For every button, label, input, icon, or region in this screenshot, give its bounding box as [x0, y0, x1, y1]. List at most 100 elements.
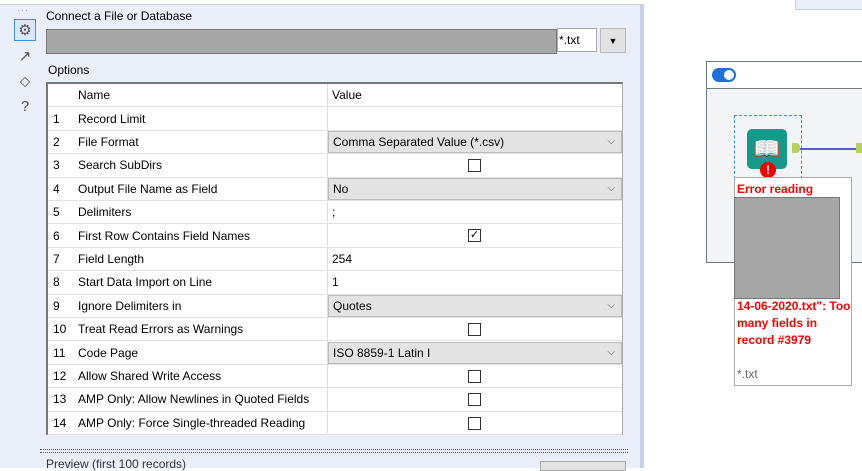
select-value: ISO 8859-1 Latin I	[333, 345, 431, 360]
option-name: Delimiters	[78, 201, 328, 224]
option-name: Treat Read Errors as Warnings	[78, 318, 328, 341]
value-select[interactable]: Comma Separated Value (*.csv) ⌵	[328, 130, 622, 153]
value-checkbox[interactable]	[468, 369, 481, 383]
option-name: AMP Only: Force Single-threaded Reading	[78, 411, 328, 434]
row-number: 4	[53, 181, 60, 196]
select-value: Comma Separated Value (*.csv)	[333, 134, 505, 149]
row-number: 9	[53, 298, 60, 313]
error-icon: !	[760, 162, 776, 178]
row-number: 5	[53, 205, 60, 220]
row-number: 7	[53, 251, 60, 266]
panel-splitter[interactable]	[40, 449, 628, 453]
option-name: Code Page	[78, 341, 328, 364]
option-name: Record Limit	[78, 107, 328, 130]
option-row: 2 File Format Comma Separated Value (*.csv…	[48, 130, 622, 155]
value-checkbox[interactable]	[468, 323, 481, 336]
help-icon[interactable]: ?	[20, 97, 30, 115]
value-select[interactable]: ISO 8859-1 Latin I ⌵	[328, 341, 622, 364]
select-value: No	[333, 181, 349, 196]
tag-icon[interactable]: ⬦	[19, 72, 31, 90]
row-number: 13	[53, 392, 67, 407]
tool-annotation: *.txt	[737, 367, 758, 381]
preview-label: Preview (first 100 records)	[46, 457, 187, 471]
option-row: 9 Ignore Delimiters in Quotes ⌵	[48, 294, 622, 318]
option-name: Field Length	[78, 247, 328, 271]
value-checkbox[interactable]: ✓	[468, 229, 481, 243]
connect-label: Connect a File or Database	[46, 9, 193, 23]
option-name: Allow Shared Write Access	[78, 364, 328, 388]
file-dropdown-button[interactable]: ▼	[600, 28, 626, 53]
chevron-down-icon: ⌵	[607, 347, 615, 359]
option-name: Output File Name as Field	[78, 177, 328, 200]
row-number: 14	[53, 415, 67, 430]
error-message: 14-06-2020.txt": Too many fields in reco…	[737, 299, 851, 347]
row-number: 8	[53, 275, 60, 290]
header-value: Value	[332, 88, 362, 103]
option-name: AMP Only: Allow Newlines in Quoted Field…	[78, 388, 328, 411]
error-line1: Error reading	[737, 182, 814, 196]
value-checkbox[interactable]	[468, 393, 481, 407]
value-cell	[328, 154, 622, 176]
row-number: 6	[53, 228, 60, 243]
option-row: 4 Output File Name as Field No ⌵	[48, 177, 622, 201]
chevron-down-icon: ⌵	[607, 183, 615, 195]
chevron-down-icon: ⌵	[607, 300, 615, 312]
row-number: 11	[53, 345, 66, 360]
option-row: 1 Record Limit	[48, 107, 622, 131]
preview-button[interactable]	[540, 461, 626, 471]
value-input[interactable]: 254	[332, 251, 353, 266]
option-name: Search SubDirs	[78, 154, 328, 177]
option-row: 13 AMP Only: Allow Newlines in Quoted Fie…	[48, 388, 622, 412]
row-number: 3	[53, 158, 60, 173]
value-select[interactable]: No ⌵	[328, 177, 622, 200]
gear-icon[interactable]: ⚙	[14, 19, 36, 41]
option-row: 10 Treat Read Errors as Warnings	[48, 318, 622, 342]
options-label: Options	[48, 63, 90, 77]
value-select[interactable]: Quotes ⌵	[328, 294, 622, 317]
option-row: 6 First Row Contains Field Names ✓	[48, 224, 622, 248]
row-number: 10	[53, 322, 67, 337]
option-row: 5 Delimiters;	[48, 201, 622, 225]
row-number: 12	[53, 368, 67, 383]
caret-down-icon: ▼	[608, 35, 618, 46]
file-path-input-redacted[interactable]	[46, 29, 557, 54]
value-cell	[328, 388, 622, 410]
value-cell	[328, 412, 622, 434]
connection-line	[800, 148, 862, 150]
value-input[interactable]: 1	[332, 275, 339, 290]
input-anchor[interactable]	[856, 143, 862, 153]
option-row: 12 Allow Shared Write Access	[48, 364, 622, 389]
value-input[interactable]	[328, 107, 622, 129]
row-number: 1	[53, 111, 60, 126]
header-name: Name	[78, 84, 328, 107]
output-arrow-icon[interactable]: ↗	[18, 48, 32, 65]
option-row: 8 Start Data Import on Line 1	[48, 271, 622, 295]
options-grid: Name Value 1 Record Limit 2 File Format Comm…	[46, 82, 623, 435]
chevron-down-icon: ⌵	[607, 136, 615, 148]
option-row: 3 Search SubDirs	[48, 154, 622, 178]
value-checkbox[interactable]	[468, 416, 481, 430]
value-cell	[328, 365, 622, 387]
redacted-path	[734, 197, 840, 299]
option-row: 14 AMP Only: Force Single-threaded Readin…	[48, 411, 622, 435]
value-checkbox[interactable]	[468, 159, 481, 173]
option-name: File Format	[78, 130, 328, 154]
drag-handle[interactable]: ···	[17, 5, 29, 15]
option-row: 7 Field Length 254	[48, 247, 622, 272]
container-toggle[interactable]	[712, 68, 736, 82]
canvas-top-box	[795, 0, 862, 10]
option-name: Ignore Delimiters in	[78, 294, 328, 317]
select-value: Quotes	[333, 298, 372, 313]
value-cell: ✓	[328, 224, 622, 246]
option-row: 11 Code Page ISO 8859-1 Latin I ⌵	[48, 341, 622, 365]
option-name: First Row Contains Field Names	[78, 224, 328, 247]
row-number: 2	[53, 134, 60, 149]
panel-top-edge	[0, 0, 644, 5]
option-name: Start Data Import on Line	[78, 271, 328, 294]
configuration-panel: ··· ⚙ ↗ ⬦ ? Connect a File or Database *…	[0, 0, 644, 471]
value-cell	[328, 318, 622, 340]
value-input[interactable]: ;	[332, 205, 336, 220]
file-extension-field[interactable]: *.txt	[557, 28, 597, 52]
grid-header: Name Value	[48, 84, 622, 108]
output-anchor[interactable]	[792, 143, 800, 153]
